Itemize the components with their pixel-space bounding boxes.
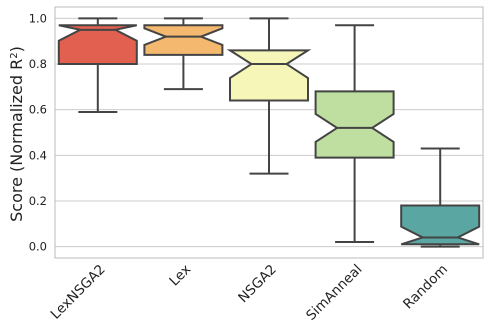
- x-tick-labels: LexNSGA2 Lex NSGA2 SimAnneal Random: [48, 262, 451, 324]
- x-tick-label: LexNSGA2: [48, 262, 109, 323]
- box-body: [57, 24, 138, 66]
- y-axis-label-superscript: 2: [9, 52, 20, 58]
- x-tick-label: NSGA2: [235, 262, 280, 307]
- box-body: [226, 49, 312, 102]
- y-tick-label: 0.8: [29, 57, 47, 71]
- y-tick-label: 0.6: [29, 103, 47, 117]
- x-tick-label: SimAnneal: [303, 262, 365, 324]
- box-random: [400, 147, 481, 248]
- y-tick-labels: 0.0 0.2 0.4 0.6 0.8 1.0: [29, 11, 47, 253]
- y-tick-label: 0.0: [29, 240, 47, 254]
- y-tick-label: 0.4: [29, 148, 47, 162]
- y-axis-label-main: Score (Normalized R: [7, 59, 26, 222]
- y-tick-label: 0.2: [29, 194, 47, 208]
- x-tick-label: Lex: [166, 262, 194, 290]
- y-tick-label: 1.0: [29, 11, 47, 25]
- box-body: [314, 90, 395, 159]
- box-nsga2: [226, 17, 312, 175]
- box-simanneal: [314, 24, 395, 244]
- y-axis-label: Score (Normalized R2): [7, 46, 26, 222]
- plot-frame: [54, 6, 484, 259]
- box-lex: [143, 17, 224, 91]
- box-layer: [57, 17, 481, 248]
- box-body: [143, 24, 224, 56]
- y-axis-label-close: ): [7, 46, 26, 52]
- box-body: [400, 204, 481, 246]
- x-tick-label: Random: [400, 262, 451, 313]
- box-lexnsga2: [57, 17, 138, 113]
